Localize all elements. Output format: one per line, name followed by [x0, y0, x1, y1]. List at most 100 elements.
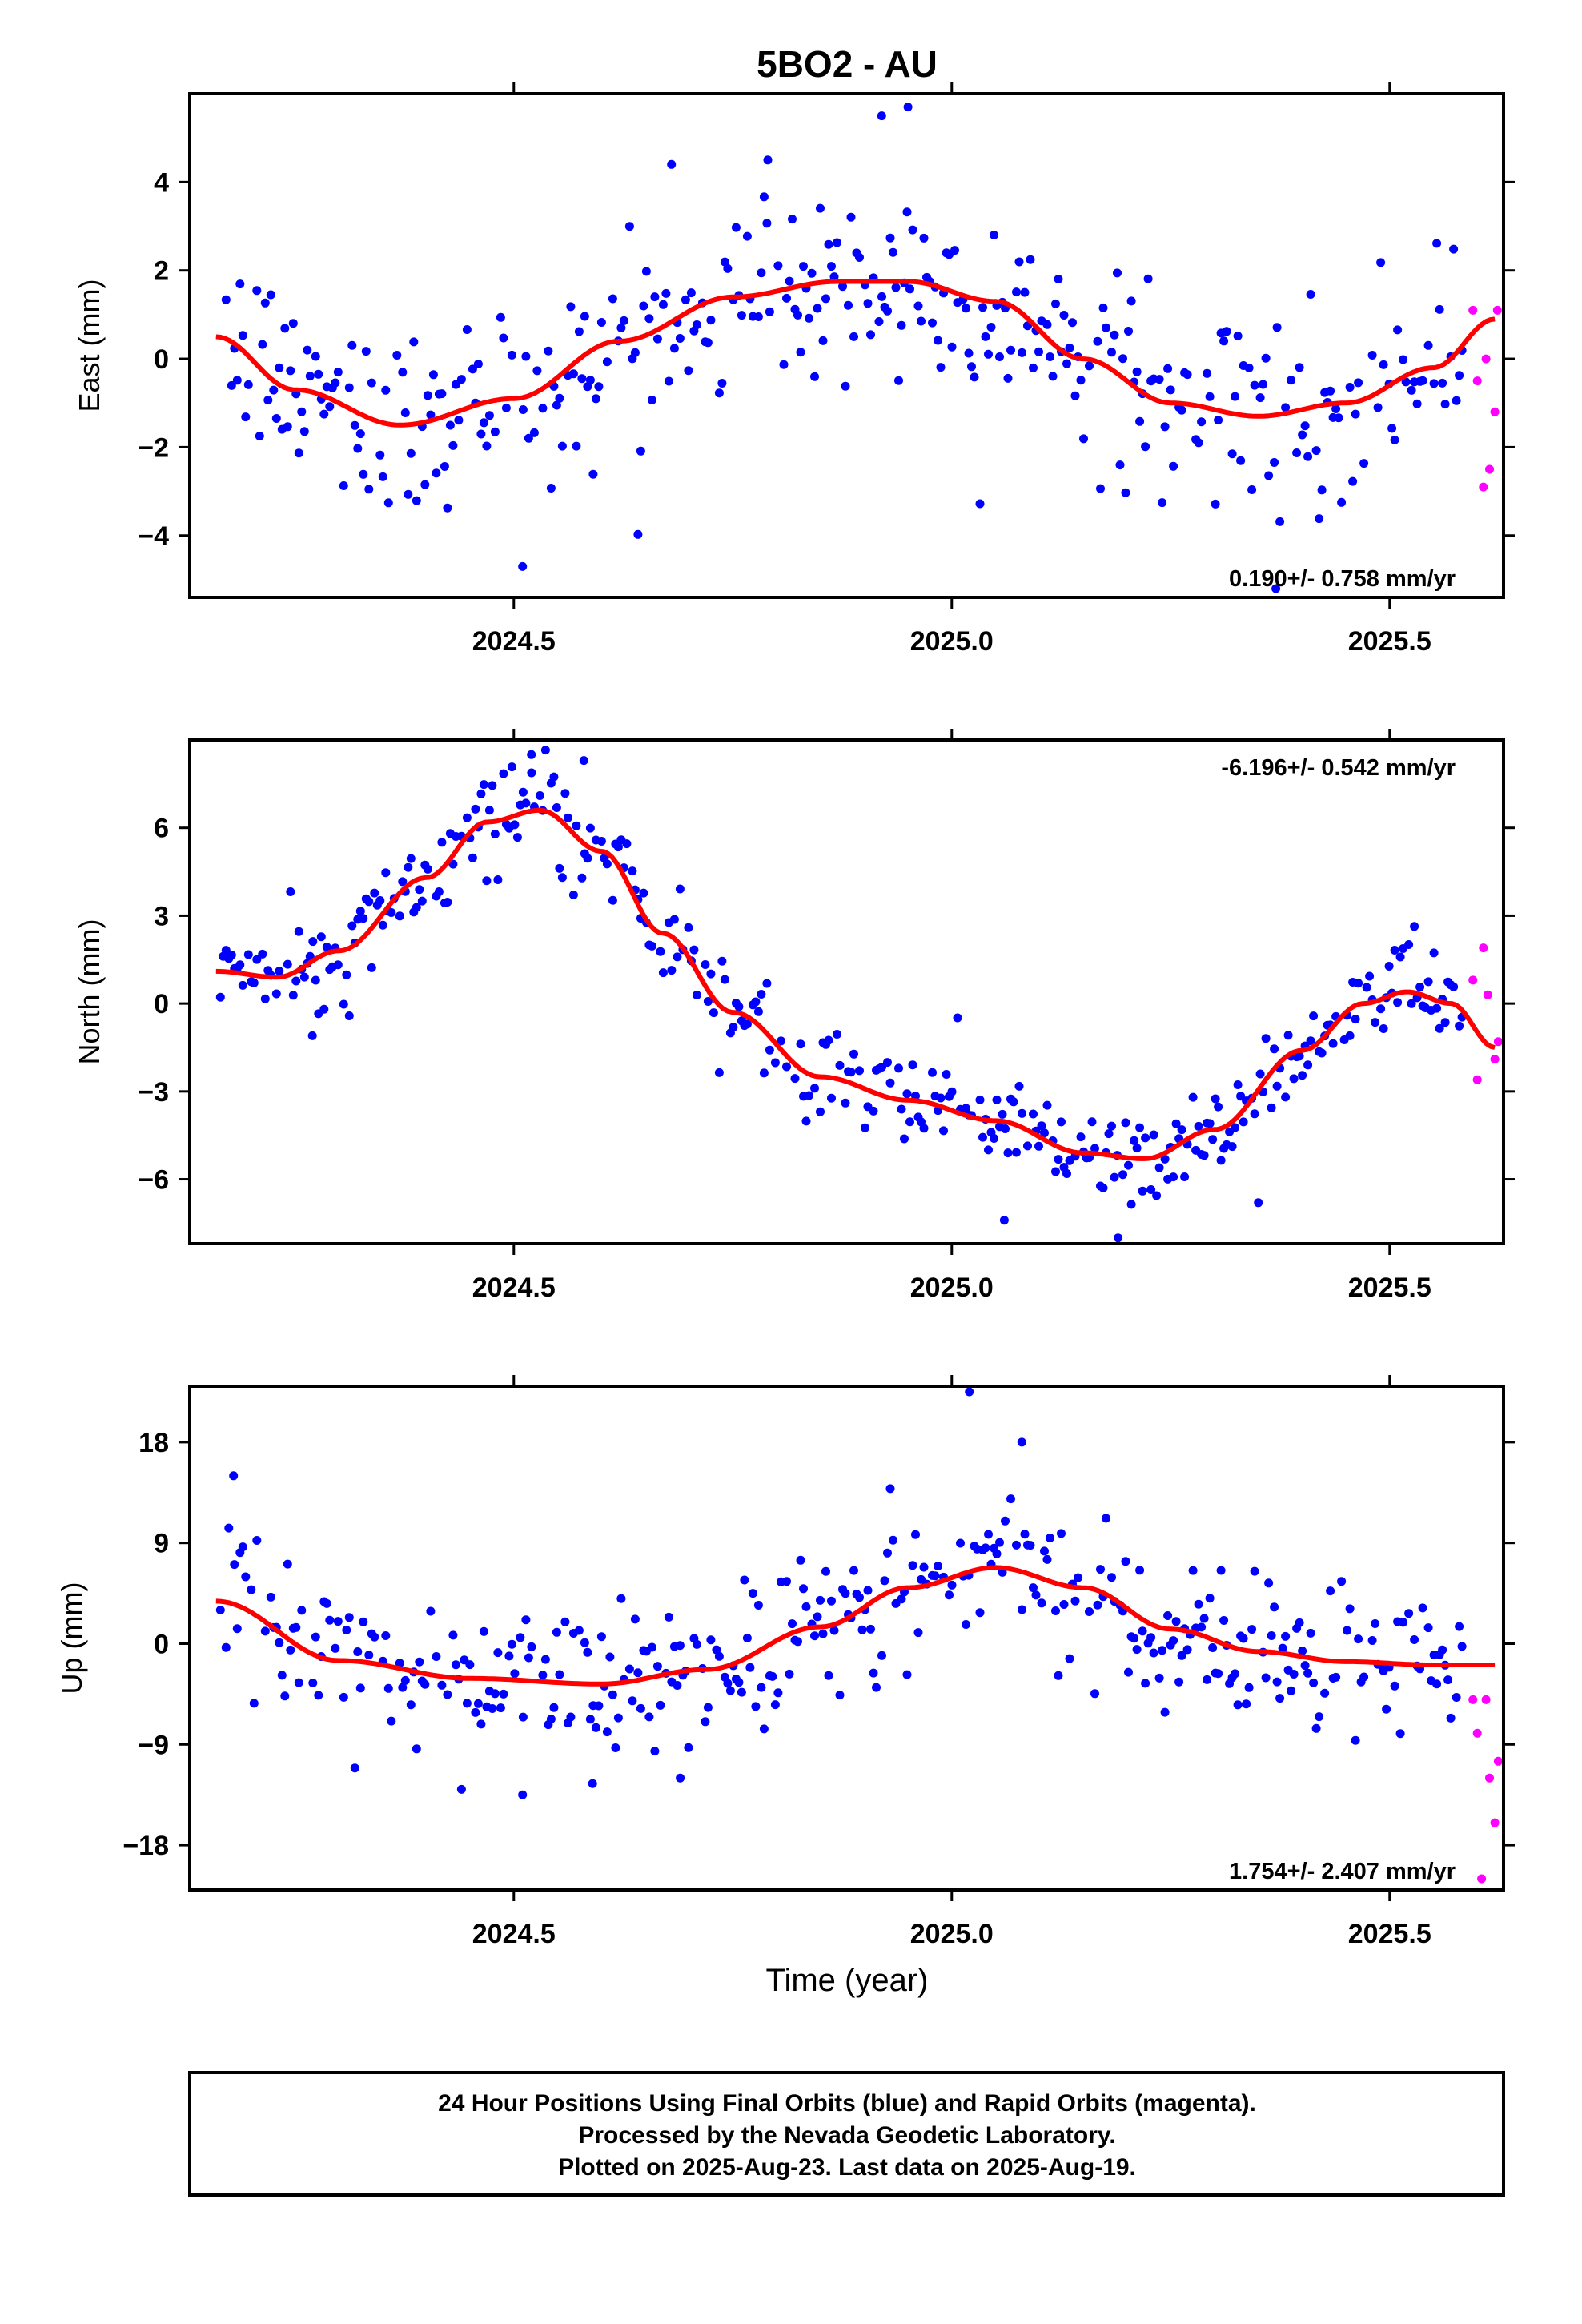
east-point	[580, 312, 589, 321]
up-rapid-point	[1472, 1728, 1482, 1738]
east-point	[833, 238, 841, 247]
up-point	[1320, 1688, 1330, 1698]
east-point	[1255, 393, 1265, 403]
up-point	[636, 1703, 645, 1713]
east-point	[763, 155, 773, 165]
east-point	[314, 369, 323, 379]
north-point	[1272, 1081, 1282, 1091]
figure-title: 5BO2 - AU	[757, 43, 938, 85]
up-point	[908, 1561, 917, 1570]
east-point	[616, 323, 626, 332]
east-point	[440, 462, 449, 471]
up-point	[353, 1647, 363, 1656]
up-point	[1261, 1673, 1271, 1683]
east-point	[986, 323, 996, 332]
up-point	[370, 1632, 379, 1642]
east-point	[1068, 318, 1077, 328]
north-point	[1054, 1155, 1063, 1164]
north-point	[395, 911, 404, 921]
up-point	[540, 1655, 550, 1664]
north-point	[1141, 1133, 1150, 1143]
up-point	[748, 1589, 757, 1598]
east-point	[383, 498, 393, 508]
up-point	[297, 1606, 307, 1615]
up-point	[552, 1627, 561, 1637]
up-point	[1018, 1605, 1026, 1614]
up-point	[1037, 1598, 1046, 1608]
north-point	[319, 1004, 329, 1014]
north-point	[1040, 1128, 1049, 1138]
up-point	[652, 1662, 662, 1671]
up-point	[1267, 1631, 1276, 1640]
north-point	[1118, 1170, 1127, 1180]
up-point	[785, 1669, 794, 1679]
north-point	[299, 972, 309, 982]
east-point	[294, 448, 303, 458]
up-point	[331, 1643, 340, 1653]
up-point	[1354, 1634, 1363, 1644]
up-point	[241, 1572, 251, 1582]
east-rapid-point	[1485, 464, 1494, 474]
up-point	[1418, 1603, 1427, 1613]
up-point	[605, 1652, 615, 1662]
north-fit-line	[215, 807, 1496, 1161]
east-point	[398, 368, 408, 377]
up-point	[1331, 1672, 1341, 1682]
east-point	[838, 282, 847, 292]
up-point	[945, 1590, 954, 1600]
up-point	[1121, 1557, 1130, 1566]
east-point	[1272, 323, 1282, 332]
east-point	[903, 103, 913, 112]
east-point	[602, 357, 612, 367]
east-rapid-point	[1490, 407, 1500, 416]
north-point	[490, 830, 500, 838]
north-point	[437, 838, 447, 847]
east-point	[1295, 363, 1304, 372]
north-point	[849, 1049, 858, 1059]
east-point	[1300, 421, 1310, 431]
east-point	[462, 325, 472, 334]
north-point	[846, 1068, 856, 1077]
up-point	[1446, 1713, 1456, 1723]
footer-line-2: Processed by the Nevada Geodetic Laborat…	[578, 2122, 1115, 2149]
north-point	[689, 945, 699, 955]
east-point	[757, 268, 766, 278]
up-point	[624, 1664, 634, 1674]
up-point	[1040, 1546, 1049, 1556]
north-rapid-point	[1483, 990, 1492, 999]
footer-line-1: 24 Hour Positions Using Final Orbits (bl…	[438, 2090, 1256, 2117]
east-point	[566, 302, 576, 312]
up-point	[701, 1717, 710, 1727]
north-point	[1270, 1044, 1279, 1054]
north-point	[1306, 1036, 1315, 1046]
east-rapid-point	[1492, 305, 1502, 315]
east-point	[1054, 275, 1063, 283]
up-point	[650, 1747, 660, 1756]
up-point	[799, 1584, 808, 1594]
north-data-points	[215, 746, 1467, 1243]
north-point	[902, 1089, 912, 1099]
east-y-tick-label: 4	[154, 167, 169, 198]
up-point	[1455, 1622, 1464, 1631]
up-point	[734, 1678, 744, 1687]
up-point	[232, 1624, 242, 1634]
east-point	[1264, 471, 1274, 480]
up-point	[1130, 1634, 1139, 1643]
east-point	[1197, 417, 1207, 427]
east-point	[818, 336, 828, 345]
up-point	[821, 1566, 830, 1576]
east-point	[1261, 353, 1271, 363]
east-point	[1247, 485, 1257, 494]
east-point	[805, 313, 813, 323]
east-point	[325, 402, 335, 412]
east-point	[355, 429, 365, 439]
up-point	[596, 1632, 606, 1642]
up-y-tick-label: 9	[154, 1529, 169, 1559]
east-point	[1065, 343, 1074, 352]
east-point	[1412, 399, 1422, 408]
up-point	[684, 1743, 693, 1752]
north-point	[1303, 1060, 1313, 1070]
up-point	[426, 1606, 436, 1616]
east-point	[608, 294, 617, 304]
north-rate-label: -6.196+/- 0.542 mm/yr	[1221, 755, 1456, 781]
